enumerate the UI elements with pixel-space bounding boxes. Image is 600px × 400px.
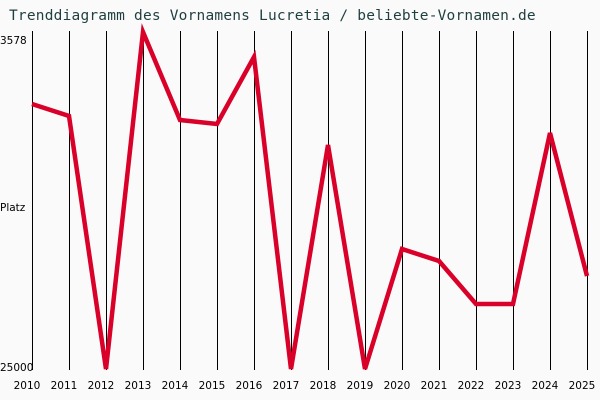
x-tick-2022: 2022: [457, 380, 485, 392]
x-tick-2018: 2018: [309, 380, 337, 392]
x-tick-2013: 2013: [124, 380, 152, 392]
x-tick-2025: 2025: [568, 380, 596, 392]
x-tick-2016: 2016: [235, 380, 263, 392]
x-tick-2019: 2019: [346, 380, 374, 392]
trend-line: [31, 23, 590, 370]
chart-title: Trenddiagramm des Vornamens Lucretia / b…: [9, 8, 536, 24]
x-tick-2021: 2021: [420, 380, 448, 392]
y-axis-top-label: 3578: [0, 35, 27, 47]
x-tick-2011: 2011: [50, 380, 78, 392]
x-tick-2024: 2024: [531, 380, 559, 392]
y-axis-bottom-label: 25000: [0, 362, 34, 374]
grid-lines: [32, 31, 588, 370]
x-tick-2023: 2023: [494, 380, 522, 392]
x-tick-2010: 2010: [13, 380, 41, 392]
x-tick-2015: 2015: [198, 380, 226, 392]
y-axis-title: Platz: [0, 202, 26, 214]
x-tick-2020: 2020: [383, 380, 411, 392]
x-tick-2014: 2014: [161, 380, 189, 392]
x-tick-2017: 2017: [272, 380, 300, 392]
x-tick-2012: 2012: [87, 380, 115, 392]
